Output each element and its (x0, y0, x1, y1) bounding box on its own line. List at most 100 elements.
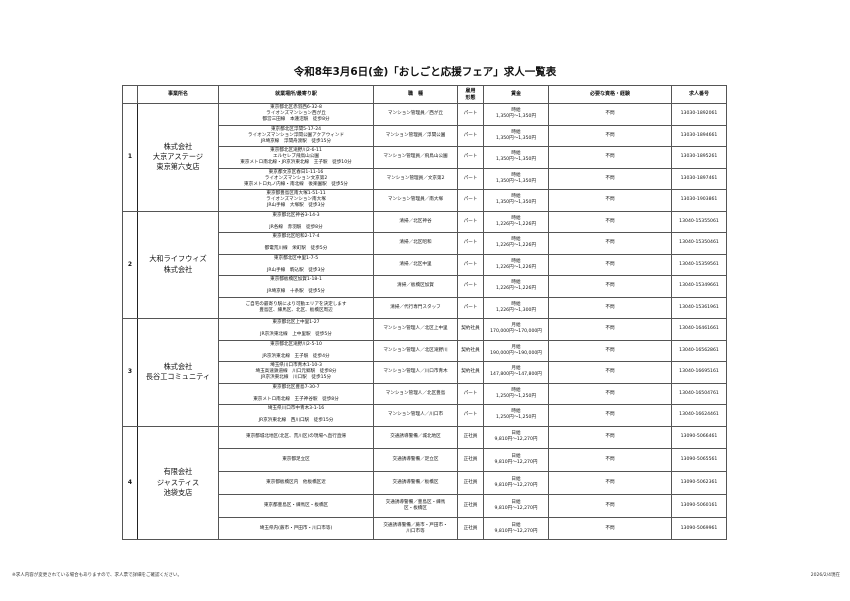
qualification: 不問 (548, 146, 672, 169)
job-id: 13030-1903861 (671, 189, 727, 212)
employment-type: パート (457, 146, 484, 169)
employment-type: 契約社員 (457, 361, 484, 384)
employment-type: 正社員 (457, 448, 484, 473)
table-row: 埼玉県川口市中青木3-1-16 JR京浜東北線 西川口駅 徒歩15分 マンション管… (123, 404, 727, 427)
qualification: 不問 (548, 275, 672, 298)
employment-type: パート (457, 210, 484, 233)
qualification: 不問 (548, 318, 672, 341)
header-number (122, 85, 138, 104)
employment-type: パート (457, 167, 484, 190)
employment-type: パート (457, 296, 484, 319)
job-id: 13030-1895261 (671, 146, 727, 169)
table-row: 東京都豊島区・練馬区・板橋区 交通誘導警備／豊島区・練馬 区・板橋区 正社員 日給 9… (123, 493, 727, 518)
table-row: 東京都北区滝野川2-6-11 エルセレブ飛鳥山公園 東京メトロ南北線・JR京浜東… (123, 146, 727, 169)
job-id: 13040-15350461 (671, 232, 727, 255)
header-qualification: 必要な資格・経験 (548, 85, 672, 104)
job-title: 清掃／代行専門スタッフ (373, 296, 458, 319)
job-title: マンション管理員／南大塚 (373, 189, 458, 212)
qualification: 不問 (548, 253, 672, 276)
employment-type: 正社員 (457, 425, 484, 450)
job-title: 交通誘導警備／足立区 (373, 448, 458, 473)
company-name: 株式会社 長谷工コミュニティ (137, 318, 219, 427)
job-id: 13090-5065561 (671, 448, 727, 473)
wage: 時給 1,226円～1,226円 (483, 210, 549, 233)
job-id: 13040-16461661 (671, 318, 727, 341)
job-id: 13040-16695161 (671, 361, 727, 384)
work-location: 埼玉県内(蕨市・戸田市・川口市等) (218, 516, 374, 541)
work-location: 東京都北区浮間5-17-24 ライオンズマンション浮間公園アクアウィンド JR埼… (218, 124, 374, 147)
wage: 時給 1,350円～1,350円 (483, 124, 549, 147)
qualification: 不問 (548, 382, 672, 405)
work-location: 東京都北区昭和2-17-4 都電荒川線 栄町駅 徒歩5分 (218, 232, 374, 255)
table-header-row: 事業所名 就業場所/最寄り駅 職 種 雇用 形態 賃金 必要な資格・経験 求人番… (122, 85, 727, 104)
header-employment-type: 雇用 形態 (457, 85, 484, 104)
header-location: 就業場所/最寄り駅 (218, 85, 374, 104)
table-row: 東京都北区滝野川2-5-10 JR京浜東北線 王子駅 徒歩4分 マンション管理人／… (123, 339, 727, 362)
header-wage: 賃金 (483, 85, 549, 104)
table-row: 埼玉県川口市青木1-10-3 埼玉高速鉄道線 川口元郷駅 徒歩8分 JR京浜東北… (123, 361, 727, 384)
work-location: 東京都北区赤羽西6-32-8 ライオンズマンション西が丘 都営三田線 本蓮沼駅 … (218, 103, 374, 126)
table-row: ご自宅の最寄り駅により可動エリアを決定します 豊島区、練馬区、北区、板橋区周辺清… (123, 296, 727, 319)
job-title: 交通誘導警備／蕨市・戸田市・ 川口市等 (373, 516, 458, 541)
job-title: マンション管理人／北区豊島 (373, 382, 458, 405)
job-title: マンション管理員／西が丘 (373, 103, 458, 126)
wage: 時給 1,350円～1,350円 (483, 103, 549, 126)
company-number: 3 (122, 318, 138, 427)
qualification: 不問 (548, 493, 672, 518)
work-location: 東京都北区滝野川2-6-11 エルセレブ飛鳥山公園 東京メトロ南北線・JR京浜東… (218, 146, 374, 169)
work-location: 東京都北区上中里1-27 JR京浜東北線 上中里駅 徒歩5分 (218, 318, 374, 341)
work-location: ご自宅の最寄り駅により可動エリアを決定します 豊島区、練馬区、北区、板橋区周辺 (218, 296, 374, 319)
table-row: 2 大和ライフウィズ 株式会社 東京都北区神谷3-14-3 JR各線 赤羽駅 徒歩8… (122, 210, 727, 319)
work-location: 東京都文京区春日1-11-16 ライオンズマンション文京第2 東京メトロ丸ノ内線… (218, 167, 374, 190)
employment-type: 契約社員 (457, 339, 484, 362)
job-id: 13040-16624461 (671, 404, 727, 427)
wage: 日給 9,810円～12,270円 (483, 493, 549, 518)
job-title: マンション管理人／北区上中里 (373, 318, 458, 341)
wage: 時給 1,226円～1,226円 (483, 232, 549, 255)
job-title: 交通誘導警備／豊島区・練馬 区・板橋区 (373, 493, 458, 518)
company-number: 4 (122, 425, 138, 541)
wage: 月給 170,000円～170,000円 (483, 318, 549, 341)
header-job-id: 求人番号 (671, 85, 727, 104)
work-location: 東京都北区豊島7-30-7 東京メトロ南北線 王子神谷駅 徒歩8分 (218, 382, 374, 405)
job-title: マンション管理員／文京第2 (373, 167, 458, 190)
table-row: 東京都足立区 交通誘導警備／足立区 正社員 日給 9,810円～12,270円 不問 13… (123, 448, 727, 473)
employment-type: パート (457, 382, 484, 405)
job-listing-table: 事業所名 就業場所/最寄り駅 職 種 雇用 形態 賃金 必要な資格・経験 求人番… (122, 85, 727, 541)
work-location: 東京都北区中里1-7-5 JR山手線 駒込駅 徒歩3分 (218, 253, 374, 276)
qualification: 不問 (548, 210, 672, 233)
job-title: 清掃／北区神谷 (373, 210, 458, 233)
wage: 日給 9,810円～12,270円 (483, 425, 549, 450)
job-id: 13040-16562861 (671, 339, 727, 362)
qualification: 不問 (548, 361, 672, 384)
job-id: 13030-1894661 (671, 124, 727, 147)
work-location: 埼玉県川口市青木1-10-3 埼玉高速鉄道線 川口元郷駅 徒歩8分 JR京浜東北… (218, 361, 374, 384)
employment-type: パート (457, 253, 484, 276)
company-number: 2 (122, 210, 138, 319)
job-id: 13040-15349661 (671, 275, 727, 298)
wage: 時給 1,350円～1,350円 (483, 167, 549, 190)
job-title: 交通誘導警備／板橋区 (373, 471, 458, 495)
work-location: 東京都城北地区(北区、荒川区)の現場へ直行直帰 (218, 425, 374, 450)
table-row: 東京都北区豊島7-30-7 東京メトロ南北線 王子神谷駅 徒歩8分 マンション管理… (123, 382, 727, 405)
job-id: 13090-5066461 (671, 425, 727, 450)
wage: 月給 147,800円～147,800円 (483, 361, 549, 384)
qualification: 不問 (548, 516, 672, 541)
table-row: 4 有限会社 ジャスティス 池袋支店 東京都城北地区(北区、荒川区)の現場へ直行直帰… (122, 425, 727, 541)
table-body: 1 株式会社 大京アステージ 東京第六支店 東京都北区赤羽西6-32-8 ライオンズ… (122, 103, 727, 541)
job-title: マンション管理員／浮間公園 (373, 124, 458, 147)
employment-type: パート (457, 275, 484, 298)
qualification: 不問 (548, 103, 672, 126)
header-job: 職 種 (373, 85, 458, 104)
wage: 日給 9,810円～12,270円 (483, 516, 549, 541)
wage: 時給 1,350円～1,350円 (483, 146, 549, 169)
table-row: 1 株式会社 大京アステージ 東京第六支店 東京都北区赤羽西6-32-8 ライオンズ… (122, 103, 727, 212)
wage: 月給 190,000円～190,000円 (483, 339, 549, 362)
company-number: 1 (122, 103, 138, 212)
work-location: 東京都北区神谷3-14-3 JR各線 赤羽駅 徒歩8分 (218, 210, 374, 233)
footer-note: ※求人内容が変更されている場合もありますので、求人票で詳細をご確認ください。 (12, 573, 182, 578)
wage: 時給 1,250円～1,250円 (483, 382, 549, 405)
qualification: 不問 (548, 448, 672, 473)
qualification: 不問 (548, 167, 672, 190)
work-location: 東京都豊島区南大塚1-51-11 ライオンズマンション南大塚 JR山手線 大塚駅… (218, 189, 374, 212)
